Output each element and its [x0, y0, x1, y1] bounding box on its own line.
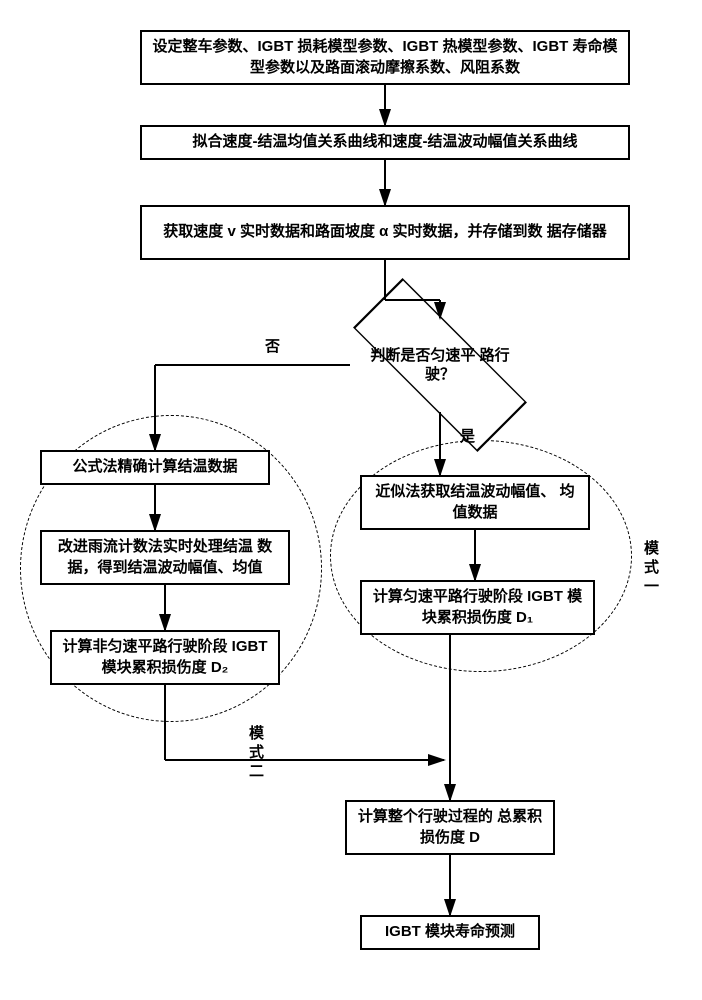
node-d2: 计算非匀速平路行驶阶段 IGBT 模块累积损伤度 D₂	[50, 630, 280, 685]
node-life-text: IGBT 模块寿命预测	[385, 922, 515, 942]
node-acquire-data: 获取速度 v 实时数据和路面坡度 α 实时数据，并存储到数 据存储器	[140, 205, 630, 260]
node-approx: 近似法获取结温波动幅值、 均值数据	[360, 475, 590, 530]
node-d1-text: 计算匀速平路行驶阶段 IGBT 模块累积损伤度 D₁	[372, 587, 583, 628]
mode-2-text: 模式二	[247, 725, 264, 782]
flowchart-container: 设定整车参数、IGBT 损耗模型参数、IGBT 热模型参数、IGBT 寿命模型参…	[20, 20, 682, 980]
node-fit-curves: 拟合速度-结温均值关系曲线和速度-结温波动幅值关系曲线	[140, 125, 630, 160]
decision-node: 判断是否匀速平 路行驶？	[360, 315, 520, 415]
node-rainflow-text: 改进雨流计数法实时处理结温 数据，得到结温波动幅值、均值	[52, 537, 278, 578]
node-rainflow: 改进雨流计数法实时处理结温 数据，得到结温波动幅值、均值	[40, 530, 290, 585]
no-label: 否	[265, 335, 280, 356]
node-life-predict: IGBT 模块寿命预测	[360, 915, 540, 950]
mode-1-label: 模式一	[640, 540, 661, 597]
node-approx-text: 近似法获取结温波动幅值、 均值数据	[372, 482, 578, 523]
yes-label: 是	[460, 425, 475, 446]
node-d1: 计算匀速平路行驶阶段 IGBT 模块累积损伤度 D₁	[360, 580, 595, 635]
node-formula-calc: 公式法精确计算结温数据	[40, 450, 270, 485]
node-fit-text: 拟合速度-结温均值关系曲线和速度-结温波动幅值关系曲线	[193, 132, 578, 152]
node-acquire-text: 获取速度 v 实时数据和路面坡度 α 实时数据，并存储到数 据存储器	[163, 222, 606, 242]
node-formula-text: 公式法精确计算结温数据	[72, 457, 237, 477]
yes-label-text: 是	[460, 428, 475, 445]
mode-1-text: 模式一	[642, 540, 659, 597]
node-total-d: 计算整个行驶过程的 总累积损伤度 D	[345, 800, 555, 855]
mode-2-label: 模式二	[245, 725, 266, 782]
decision-text: 判断是否匀速平 路行驶？	[360, 346, 520, 385]
node-d2-text: 计算非匀速平路行驶阶段 IGBT 模块累积损伤度 D₂	[62, 637, 268, 678]
node-total-d-text: 计算整个行驶过程的 总累积损伤度 D	[357, 807, 543, 848]
node-setup: 设定整车参数、IGBT 损耗模型参数、IGBT 热模型参数、IGBT 寿命模型参…	[140, 30, 630, 85]
no-label-text: 否	[265, 338, 280, 355]
node-setup-text: 设定整车参数、IGBT 损耗模型参数、IGBT 热模型参数、IGBT 寿命模型参…	[152, 37, 618, 78]
